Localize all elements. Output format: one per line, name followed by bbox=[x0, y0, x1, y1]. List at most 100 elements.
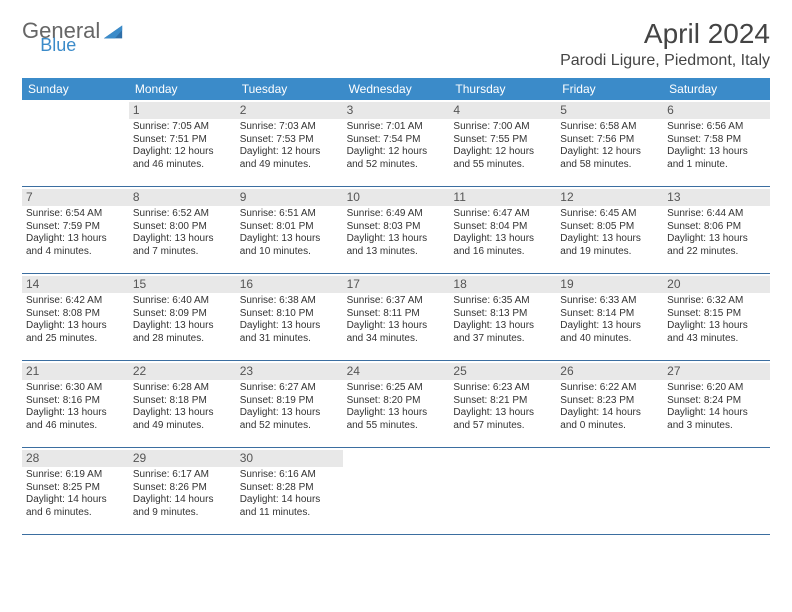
sun-info-line: Sunset: 8:20 PM bbox=[347, 395, 446, 408]
sun-info-line: Daylight: 13 hours and 31 minutes. bbox=[240, 320, 339, 345]
calendar-cell: 25Sunrise: 6:23 AMSunset: 8:21 PMDayligh… bbox=[449, 361, 556, 447]
weekday-label: Thursday bbox=[449, 78, 556, 100]
sun-info-line: Sunset: 8:21 PM bbox=[453, 395, 552, 408]
sun-info-line: Daylight: 13 hours and 37 minutes. bbox=[453, 320, 552, 345]
sun-info-line: Sunset: 8:28 PM bbox=[240, 482, 339, 495]
sun-info-line: Daylight: 12 hours and 46 minutes. bbox=[133, 146, 232, 171]
sun-info-line: Sunrise: 6:45 AM bbox=[560, 208, 659, 221]
title-block: April 2024 Parodi Ligure, Piedmont, Ital… bbox=[560, 18, 770, 70]
sun-info-line: Sunset: 8:11 PM bbox=[347, 308, 446, 321]
sun-info-line: Daylight: 13 hours and 25 minutes. bbox=[26, 320, 125, 345]
day-number: 1 bbox=[129, 102, 236, 119]
calendar-cell: 27Sunrise: 6:20 AMSunset: 8:24 PMDayligh… bbox=[663, 361, 770, 447]
sun-info-line: Sunrise: 6:30 AM bbox=[26, 382, 125, 395]
calendar-cell: 2Sunrise: 7:03 AMSunset: 7:53 PMDaylight… bbox=[236, 100, 343, 186]
logo: General Blue bbox=[22, 18, 162, 44]
calendar-cell: 18 Sunrise: 6:35 AMSunset: 8:13 PMDayligh… bbox=[449, 274, 556, 360]
day-number: 11 bbox=[449, 189, 556, 206]
sun-info-line: Sunrise: 6:23 AM bbox=[453, 382, 552, 395]
month-title: April 2024 bbox=[560, 18, 770, 50]
sun-info-line: Daylight: 13 hours and 43 minutes. bbox=[667, 320, 766, 345]
sun-info-line: Daylight: 13 hours and 57 minutes. bbox=[453, 407, 552, 432]
calendar-cell: 16Sunrise: 6:38 AMSunset: 8:10 PMDayligh… bbox=[236, 274, 343, 360]
weekday-label: Sunday bbox=[22, 78, 129, 100]
sun-info-line: Daylight: 13 hours and 22 minutes. bbox=[667, 233, 766, 258]
day-number: 13 bbox=[663, 189, 770, 206]
sun-info-line: Sunrise: 6:38 AM bbox=[240, 295, 339, 308]
sun-info-line: Daylight: 13 hours and 7 minutes. bbox=[133, 233, 232, 258]
calendar-cell: . bbox=[556, 448, 663, 534]
calendar-cell: . bbox=[663, 448, 770, 534]
sun-info-line: Sunrise: 6:58 AM bbox=[560, 121, 659, 134]
sun-info-line: Daylight: 13 hours and 28 minutes. bbox=[133, 320, 232, 345]
sun-info-line: Daylight: 13 hours and 16 minutes. bbox=[453, 233, 552, 258]
sun-info-line: Sunrise: 7:03 AM bbox=[240, 121, 339, 134]
calendar-cell: 9Sunrise: 6:51 AMSunset: 8:01 PMDaylight… bbox=[236, 187, 343, 273]
calendar-cell: 23Sunrise: 6:27 AMSunset: 8:19 PMDayligh… bbox=[236, 361, 343, 447]
sun-info-line: Sunrise: 6:27 AM bbox=[240, 382, 339, 395]
calendar-cell: 26Sunrise: 6:22 AMSunset: 8:23 PMDayligh… bbox=[556, 361, 663, 447]
sun-info-line: Sunrise: 6:22 AM bbox=[560, 382, 659, 395]
sun-info-line: Sunset: 8:10 PM bbox=[240, 308, 339, 321]
sun-info-line: Sunset: 8:13 PM bbox=[453, 308, 552, 321]
logo-text-2: Blue bbox=[40, 35, 76, 55]
day-number: 10 bbox=[343, 189, 450, 206]
day-number: 30 bbox=[236, 450, 343, 467]
calendar-week: 7Sunrise: 6:54 AMSunset: 7:59 PMDaylight… bbox=[22, 187, 770, 274]
sun-info-line: Sunset: 8:19 PM bbox=[240, 395, 339, 408]
sun-info-line: Sunrise: 7:01 AM bbox=[347, 121, 446, 134]
sun-info-line: Sunset: 7:54 PM bbox=[347, 134, 446, 147]
sun-info-line: Sunset: 7:56 PM bbox=[560, 134, 659, 147]
sun-info-line: Sunset: 8:04 PM bbox=[453, 221, 552, 234]
calendar-cell: 14Sunrise: 6:42 AMSunset: 8:08 PMDayligh… bbox=[22, 274, 129, 360]
calendar-cell: 21Sunrise: 6:30 AMSunset: 8:16 PMDayligh… bbox=[22, 361, 129, 447]
day-number: 6 bbox=[663, 102, 770, 119]
sun-info-line: Daylight: 14 hours and 3 minutes. bbox=[667, 407, 766, 432]
sun-info-line: Daylight: 12 hours and 52 minutes. bbox=[347, 146, 446, 171]
sun-info-line: Sunrise: 6:52 AM bbox=[133, 208, 232, 221]
sun-info-line: Sunrise: 6:20 AM bbox=[667, 382, 766, 395]
sun-info-line: Sunset: 8:15 PM bbox=[667, 308, 766, 321]
sun-info-line: Daylight: 12 hours and 58 minutes. bbox=[560, 146, 659, 171]
sun-info-line: Sunrise: 6:37 AM bbox=[347, 295, 446, 308]
day-number: 14 bbox=[22, 276, 129, 293]
calendar-cell: 22Sunrise: 6:28 AMSunset: 8:18 PMDayligh… bbox=[129, 361, 236, 447]
sun-info-line: Sunset: 8:23 PM bbox=[560, 395, 659, 408]
calendar-week: 28Sunrise: 6:19 AMSunset: 8:25 PMDayligh… bbox=[22, 448, 770, 535]
sun-info-line: Sunrise: 6:35 AM bbox=[453, 295, 552, 308]
calendar-cell: 19Sunrise: 6:33 AMSunset: 8:14 PMDayligh… bbox=[556, 274, 663, 360]
sun-info-line: Sunrise: 6:16 AM bbox=[240, 469, 339, 482]
calendar-cell: 13Sunrise: 6:44 AMSunset: 8:06 PMDayligh… bbox=[663, 187, 770, 273]
sun-info-line: Sunset: 7:58 PM bbox=[667, 134, 766, 147]
day-number: 15 bbox=[129, 276, 236, 293]
day-number: 3 bbox=[343, 102, 450, 119]
sun-info-line: Daylight: 14 hours and 11 minutes. bbox=[240, 494, 339, 519]
calendar-cell: . bbox=[22, 100, 129, 186]
day-number: 18 bbox=[449, 276, 556, 293]
calendar-cell: 29Sunrise: 6:17 AMSunset: 8:26 PMDayligh… bbox=[129, 448, 236, 534]
calendar-cell: 17 Sunrise: 6:37 AMSunset: 8:11 PMDayligh… bbox=[343, 274, 450, 360]
sun-info-line: Sunrise: 6:49 AM bbox=[347, 208, 446, 221]
sun-info-line: Sunrise: 7:00 AM bbox=[453, 121, 552, 134]
sun-info-line: Sunset: 8:01 PM bbox=[240, 221, 339, 234]
calendar-cell: 11Sunrise: 6:47 AMSunset: 8:04 PMDayligh… bbox=[449, 187, 556, 273]
calendar-week: 21Sunrise: 6:30 AMSunset: 8:16 PMDayligh… bbox=[22, 361, 770, 448]
calendar-cell: 8Sunrise: 6:52 AMSunset: 8:00 PMDaylight… bbox=[129, 187, 236, 273]
calendar-cell: 3 Sunrise: 7:01 AMSunset: 7:54 PMDaylight… bbox=[343, 100, 450, 186]
day-number: 29 bbox=[129, 450, 236, 467]
calendar-cell: 7Sunrise: 6:54 AMSunset: 7:59 PMDaylight… bbox=[22, 187, 129, 273]
sun-info-line: Daylight: 12 hours and 55 minutes. bbox=[453, 146, 552, 171]
sun-info-line: Sunset: 8:08 PM bbox=[26, 308, 125, 321]
sun-info-line: Sunrise: 6:44 AM bbox=[667, 208, 766, 221]
day-number: 23 bbox=[236, 363, 343, 380]
weekday-label: Saturday bbox=[663, 78, 770, 100]
day-number: 17 bbox=[343, 276, 450, 293]
sun-info-line: Daylight: 13 hours and 1 minute. bbox=[667, 146, 766, 171]
sun-info-line: Daylight: 13 hours and 34 minutes. bbox=[347, 320, 446, 345]
calendar-cell: . bbox=[343, 448, 450, 534]
weekday-label: Tuesday bbox=[236, 78, 343, 100]
calendar-cell: 12Sunrise: 6:45 AMSunset: 8:05 PMDayligh… bbox=[556, 187, 663, 273]
sun-info-line: Daylight: 13 hours and 46 minutes. bbox=[26, 407, 125, 432]
sun-info-line: Sunset: 8:03 PM bbox=[347, 221, 446, 234]
day-number: 8 bbox=[129, 189, 236, 206]
